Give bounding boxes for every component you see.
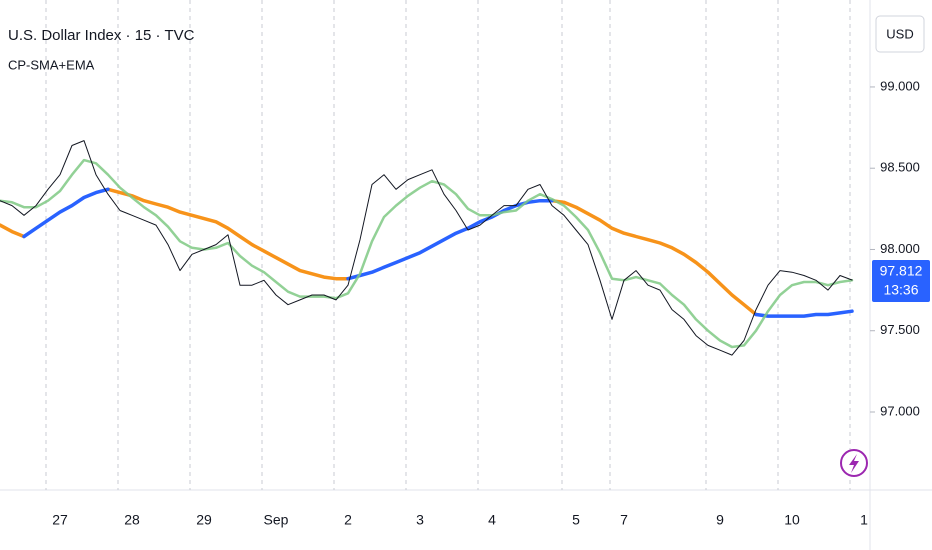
price-badge-value: 97.812: [880, 263, 923, 279]
y-tick-label: 99.000: [880, 78, 920, 93]
grid: [45, 0, 851, 490]
currency-label[interactable]: USD: [886, 26, 913, 41]
x-tick-label: 7: [620, 512, 628, 528]
x-tick-label: 5: [572, 512, 580, 528]
x-tick-label: 3: [416, 512, 424, 528]
price-badge: [872, 260, 930, 303]
x-tick-label: 29: [196, 512, 212, 528]
price-badge-countdown: 13:36: [883, 282, 918, 298]
y-tick-label: 97.500: [880, 322, 920, 337]
series-line: [0, 140, 853, 356]
x-tick-label: Sep: [264, 512, 289, 528]
x-tick-label: 9: [716, 512, 724, 528]
series-line: [0, 187, 758, 317]
x-tick-label: 28: [124, 512, 140, 528]
x-tick-label: 4: [488, 512, 496, 528]
series-line: [0, 158, 854, 349]
x-tick-label: 2: [344, 512, 352, 528]
lightning-icon[interactable]: [840, 449, 868, 477]
currency-button[interactable]: [875, 15, 925, 53]
indicator-label: CP-SMA+EMA: [8, 57, 95, 72]
y-tick-label: 98.000: [880, 241, 920, 256]
x-tick-label: 27: [52, 512, 68, 528]
x-tick-label: 10: [784, 512, 800, 528]
y-tick-label: 97.000: [880, 403, 920, 418]
series-line: [22, 187, 854, 318]
y-tick-label: 98.500: [880, 160, 920, 175]
plot: [0, 140, 854, 356]
x-tick-label: 1: [860, 512, 868, 528]
chart-title: U.S. Dollar Index · 15 · TVC: [8, 27, 195, 44]
